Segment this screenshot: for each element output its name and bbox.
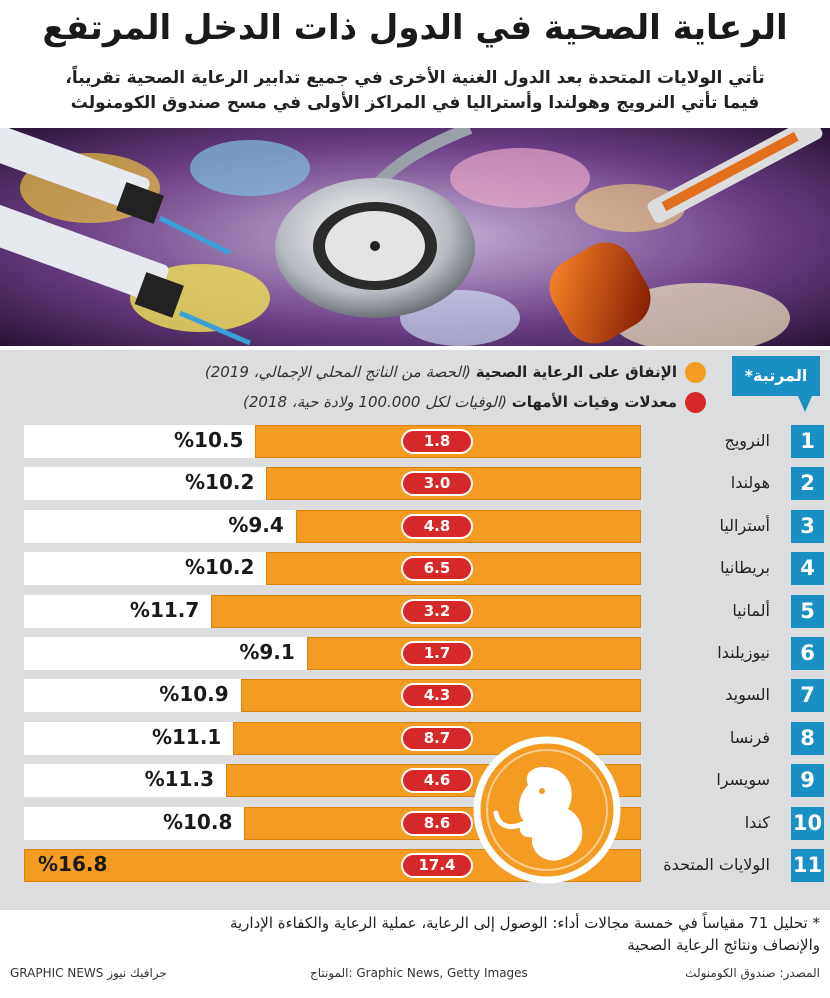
spending-value-label: %9.1 (239, 640, 295, 664)
footnote: * تحليل 71 مقياساً في خمسة مجالات أداء: … (20, 912, 820, 956)
bar-track: %10.2 (24, 467, 641, 501)
spending-value-label: %16.8 (38, 852, 108, 876)
montage-credit: المونتاج: Graphic News, Getty Images (310, 966, 528, 980)
country-label: سويسرا (716, 770, 770, 790)
spending-value-label: %10.2 (185, 555, 255, 580)
country-label: الولايات المتحدة (663, 855, 770, 874)
spending-value-label: %11.3 (144, 767, 214, 792)
spending-value-label: %9.4 (228, 512, 284, 537)
rank-badge: 1 (791, 425, 824, 458)
table-row: %16.8 17.4 الولايات المتحدة 11 (0, 849, 830, 889)
rank-badge: 10 (791, 806, 824, 840)
bar-track: %10.2 (24, 552, 641, 586)
source-credit: المصدر: صندوق الكومنولث (685, 966, 820, 980)
table-row: %11.3 4.6 سويسرا 9 (0, 764, 830, 804)
maternal-mortality-badge: 1.7 (403, 643, 471, 664)
spending-value-label: %10.5 (173, 428, 244, 452)
country-label: ألمانيا (732, 600, 770, 620)
bar-track: %10.9 (24, 679, 641, 713)
spending-legend-note: (الحصة من الناتج المحلي الإجمالي، 2019) (204, 363, 471, 381)
subtitle-line-2: فيما تأتي النرويج وهولندا وأستراليا في ا… (70, 93, 760, 113)
bar-track: %11.7 (24, 594, 641, 628)
table-row: %10.5 1.8 النرويج 1 (0, 425, 830, 465)
table-row: %11.7 3.2 ألمانيا 5 (0, 594, 830, 635)
table-row: %10.8 8.6 كندا 10 (0, 806, 830, 847)
country-label: هولندا (730, 473, 770, 493)
medical-equipment-photo (0, 128, 830, 346)
maternal-mortality-badge: 3.2 (403, 600, 471, 622)
spending-value-label: %11.7 (129, 597, 200, 622)
bar-track: %10.5 (24, 425, 641, 458)
maternal-mortality-badge: 4.3 (403, 685, 471, 707)
spending-value-label: %10.8 (162, 809, 233, 834)
country-label: نيوزيلندا (717, 643, 770, 662)
spending-value-label: %10.2 (185, 470, 255, 495)
page-title: الرعاية الصحية في الدول ذات الدخل المرتف… (42, 8, 788, 48)
rank-badge: 5 (791, 594, 824, 628)
bar-track: %9.1 (24, 637, 641, 670)
maternal-mortality-badge: 8.7 (403, 727, 471, 749)
legend-spending: الإنفاق على الرعاية الصحية (الحصة من الن… (205, 362, 706, 383)
spending-legend-dot (685, 362, 706, 383)
spending-value-label: %11.1 (151, 724, 222, 749)
spending-bar (306, 637, 641, 670)
legend-maternal: معدلات وفيات الأمهات (الوفيات لكل 100.00… (243, 392, 706, 413)
country-label: أستراليا (719, 515, 770, 535)
maternal-mortality-badge: 4.8 (403, 515, 471, 537)
country-label: فرنسا (729, 727, 770, 747)
subtitle-line-1: تأتي الولايات المتحدة بعد الدول الغنية ا… (65, 68, 765, 88)
rank-badge: 2 (791, 467, 824, 501)
maternal-legend-title: معدلات وفيات الأمهات (511, 393, 677, 411)
maternal-legend-dot (685, 392, 706, 413)
page-subtitle: تأتي الولايات المتحدة بعد الدول الغنية ا… (20, 66, 810, 116)
maternal-mortality-badge: 6.5 (403, 558, 471, 580)
table-row: %10.2 3.0 هولندا 2 (0, 467, 830, 507)
maternal-mortality-badge: 3.0 (403, 473, 471, 495)
country-label: السويد (725, 685, 770, 705)
rank-badge: 3 (791, 509, 824, 543)
spending-legend-title: الإنفاق على الرعاية الصحية (475, 363, 677, 381)
rank-header: المرتبة* (732, 356, 820, 412)
spending-value-label: %10.9 (159, 682, 229, 707)
fetus-icon (473, 736, 621, 884)
table-row: %9.1 1.7 نيوزيلندا 6 (0, 637, 830, 677)
footnote-line-1: * تحليل 71 مقياساً في خمسة مجالات أداء: … (229, 914, 820, 932)
maternal-mortality-badge: 4.6 (403, 770, 471, 792)
bar-track: %9.4 (24, 509, 641, 543)
rank-badge: 4 (791, 552, 824, 586)
table-row: %10.2 6.5 بريطانيا 4 (0, 552, 830, 592)
maternal-mortality-badge: 1.8 (403, 431, 471, 452)
rank-badge: 11 (791, 849, 824, 882)
footnote-line-2: والإنصاف ونتائج الرعاية الصحية (627, 936, 820, 954)
country-label: النرويج (724, 431, 770, 450)
rank-badge: 9 (791, 764, 824, 798)
rank-badge: 7 (791, 679, 824, 713)
rank-badge: 8 (791, 721, 824, 755)
brand-logo-text: GRAPHIC NEWS جرافيك نيوز (10, 966, 167, 980)
table-row: %11.1 8.7 فرنسا 8 (0, 721, 830, 762)
country-label: بريطانيا (720, 558, 770, 578)
table-row: %9.4 4.8 أستراليا 3 (0, 509, 830, 550)
maternal-mortality-badge: 17.4 (403, 855, 471, 876)
country-label: كندا (744, 812, 770, 832)
table-row: %10.9 4.3 السويد 7 (0, 679, 830, 719)
rank-badge: 6 (791, 637, 824, 670)
maternal-mortality-badge: 8.6 (403, 812, 471, 834)
maternal-legend-note: (الوفيات لكل 100.000 ولادة حية، 2018) (243, 393, 507, 411)
